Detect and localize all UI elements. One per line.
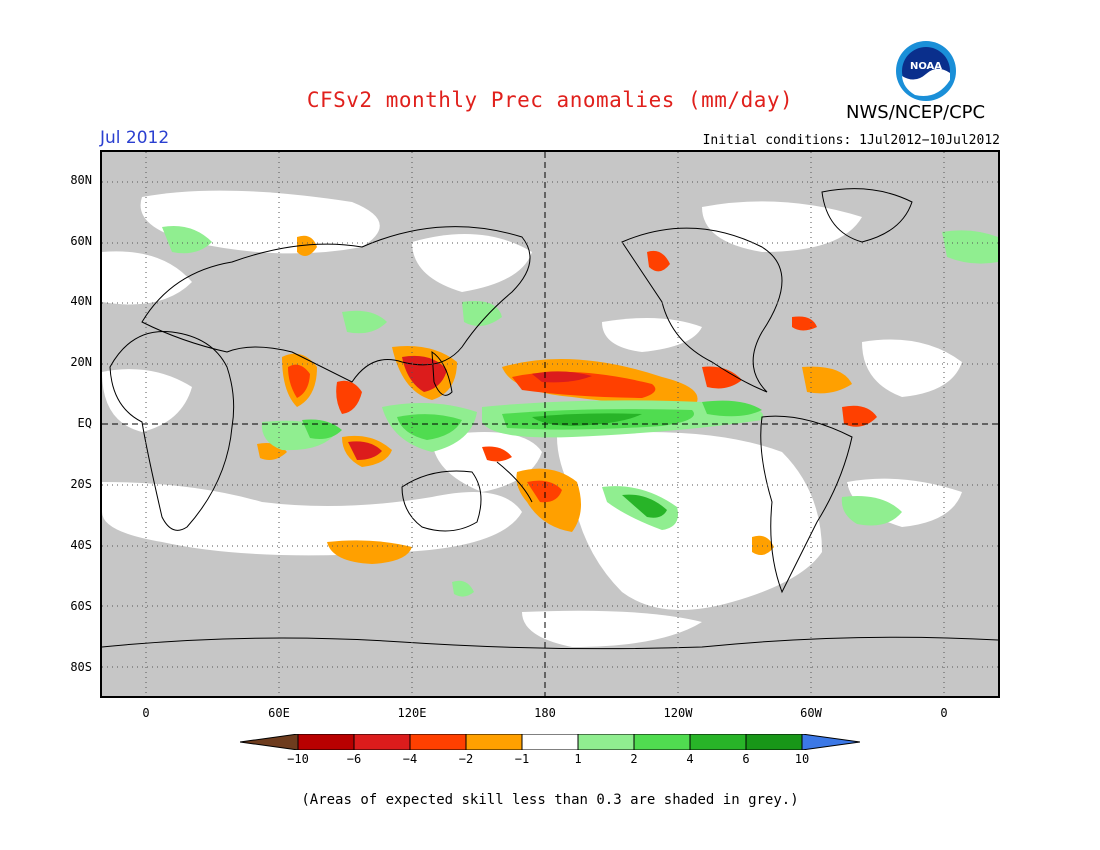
legend-swatch xyxy=(465,734,523,750)
lat-label-60n: 60N xyxy=(70,234,92,248)
lat-label-80s: 80S xyxy=(70,660,92,674)
lon-label-60w: 60W xyxy=(800,706,822,720)
graticule xyxy=(102,152,998,696)
legend-swatch xyxy=(521,734,579,750)
legend-tick-label: 1 xyxy=(574,752,582,766)
lon-label-180: 180 xyxy=(534,706,556,720)
legend-tick-label: 6 xyxy=(742,752,750,766)
skill-note: (Areas of expected skill less than 0.3 a… xyxy=(301,792,799,808)
legend-tick-label: 2 xyxy=(630,752,638,766)
initial-conditions: Initial conditions: 1Jul2012−10Jul2012 xyxy=(702,133,1000,148)
legend-swatch xyxy=(577,734,635,750)
lon-label-0-west: 0 xyxy=(142,706,150,720)
legend-tick-label: 10 xyxy=(794,752,810,766)
anomaly-map xyxy=(100,150,1000,698)
neutral-regions xyxy=(102,190,962,647)
coastlines xyxy=(102,188,998,650)
noaa-logo: NOAA xyxy=(896,41,956,101)
legend-tick-label: −6 xyxy=(346,752,362,766)
color-legend xyxy=(240,734,860,750)
lon-label-0-east: 0 xyxy=(940,706,948,720)
map-title: CFSv2 monthly Prec anomalies (mm/day) xyxy=(306,88,794,112)
legend-tick-label: −2 xyxy=(458,752,474,766)
lat-label-80n: 80N xyxy=(70,173,92,187)
wet-anomalies xyxy=(162,226,998,597)
legend-swatch xyxy=(353,734,411,750)
legend-tick-label: −10 xyxy=(287,752,309,766)
map-canvas xyxy=(102,152,998,696)
lat-label-20n: 20N xyxy=(70,355,92,369)
legend-swatch xyxy=(297,734,355,750)
legend-swatch xyxy=(633,734,691,750)
legend-low-arrow xyxy=(240,734,299,750)
legend-tick-label: −1 xyxy=(514,752,530,766)
legend-swatch xyxy=(745,734,803,750)
legend-tick-label: −4 xyxy=(402,752,418,766)
forecast-month: Jul 2012 xyxy=(100,128,170,148)
lat-label-eq: EQ xyxy=(77,416,92,430)
lat-label-40n: 40N xyxy=(70,294,92,308)
legend-swatch xyxy=(409,734,467,750)
legend-tick-label: 4 xyxy=(686,752,694,766)
lon-label-120e: 120E xyxy=(397,706,427,720)
lon-label-60e: 60E xyxy=(268,706,290,720)
lon-label-120w: 120W xyxy=(663,706,693,720)
lat-label-40s: 40S xyxy=(70,538,92,552)
lat-label-60s: 60S xyxy=(70,599,92,613)
lat-label-20s: 20S xyxy=(70,477,92,491)
agency-label: NWS/NCEP/CPC xyxy=(846,102,986,123)
legend-high-arrow xyxy=(801,734,860,750)
logo-text: NOAA xyxy=(910,61,942,72)
legend-swatch xyxy=(689,734,747,750)
